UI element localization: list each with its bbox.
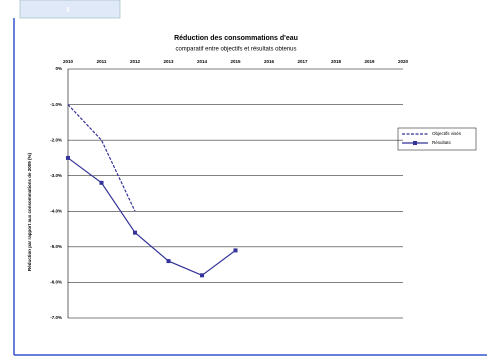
chart-subtitle: comparatif entre objectifs et résultats … [175, 47, 296, 53]
y-axis-label: Réduction par rapport aux consommations … [27, 152, 32, 271]
x-tick-label: 2014 [197, 59, 208, 64]
series-line [67, 157, 236, 277]
cell[interactable] [19, 0, 121, 19]
x-tick-label: 2020 [398, 59, 409, 64]
x-tick-label: 2016 [264, 59, 275, 64]
marker [99, 180, 104, 185]
chart-title: Réduction des consommations d'eau [174, 35, 298, 42]
y-tick-label: -1.0% [50, 102, 62, 107]
x-tick-label: 2011 [97, 59, 107, 64]
y-tick-label: -2.0% [50, 137, 62, 142]
y-tick-label: -7.0% [50, 315, 62, 320]
y-tick-label: -3.0% [50, 173, 62, 178]
legend-label: Objectifs visés [432, 131, 462, 136]
marker [166, 259, 171, 264]
x-tick-label: 2013 [163, 59, 174, 64]
cell-text: 8 [66, 8, 70, 14]
x-tick-label: 2019 [364, 59, 375, 64]
marker [66, 155, 70, 160]
series-line [67, 104, 136, 212]
legend-label: Résultats [432, 140, 452, 145]
x-tick-label: 2010 [63, 59, 74, 64]
y-tick-label: -6.0% [50, 280, 62, 285]
marker [133, 230, 137, 235]
x-tick-label: 2018 [331, 59, 342, 64]
legend-marker [413, 141, 417, 145]
x-tick-label: 2015 [230, 59, 241, 64]
marker [200, 273, 204, 278]
x-tick-label: 2017 [297, 59, 308, 64]
y-tick-label: 0% [55, 66, 62, 71]
x-tick-label: 2012 [130, 59, 141, 64]
y-tick-label: -5.0% [50, 244, 62, 249]
y-tick-label: -4.0% [50, 208, 62, 213]
marker [233, 248, 238, 253]
